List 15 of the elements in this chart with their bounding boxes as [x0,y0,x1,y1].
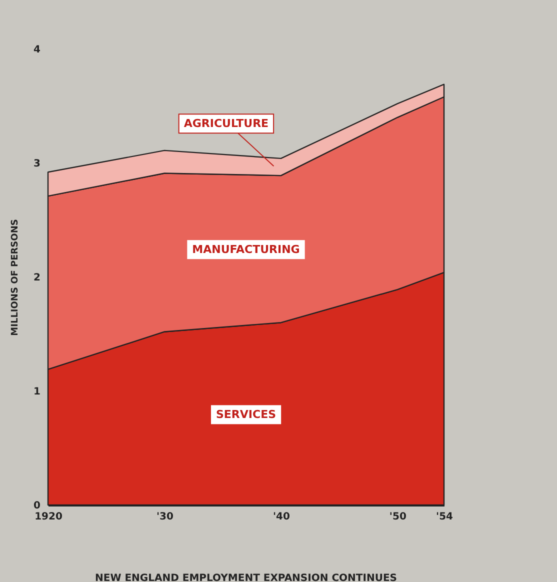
y-tick-label: 4 [34,44,41,56]
y-axis-title: MILLIONS OF PERSONS [10,219,21,336]
x-tick-label: '40 [272,512,290,522]
x-tick-label: '54 [436,512,454,522]
text: NEW ENGLAND EMPLOYMENT EXPANSION CONTINUES [95,573,397,582]
y-tick-label: 1 [34,386,41,398]
series-label: SERVICES [216,408,276,422]
x-tick-label: '50 [389,512,406,522]
series-label: MANUFACTURING [192,243,300,256]
y-tick-label: 2 [34,272,41,284]
x-tick-label: 1920 [34,512,62,522]
series-label: AGRICULTURE [184,117,269,130]
y-tick-label: 0 [34,500,41,512]
x-tick-label: '30 [156,512,174,522]
y-tick-label: 3 [34,158,41,170]
